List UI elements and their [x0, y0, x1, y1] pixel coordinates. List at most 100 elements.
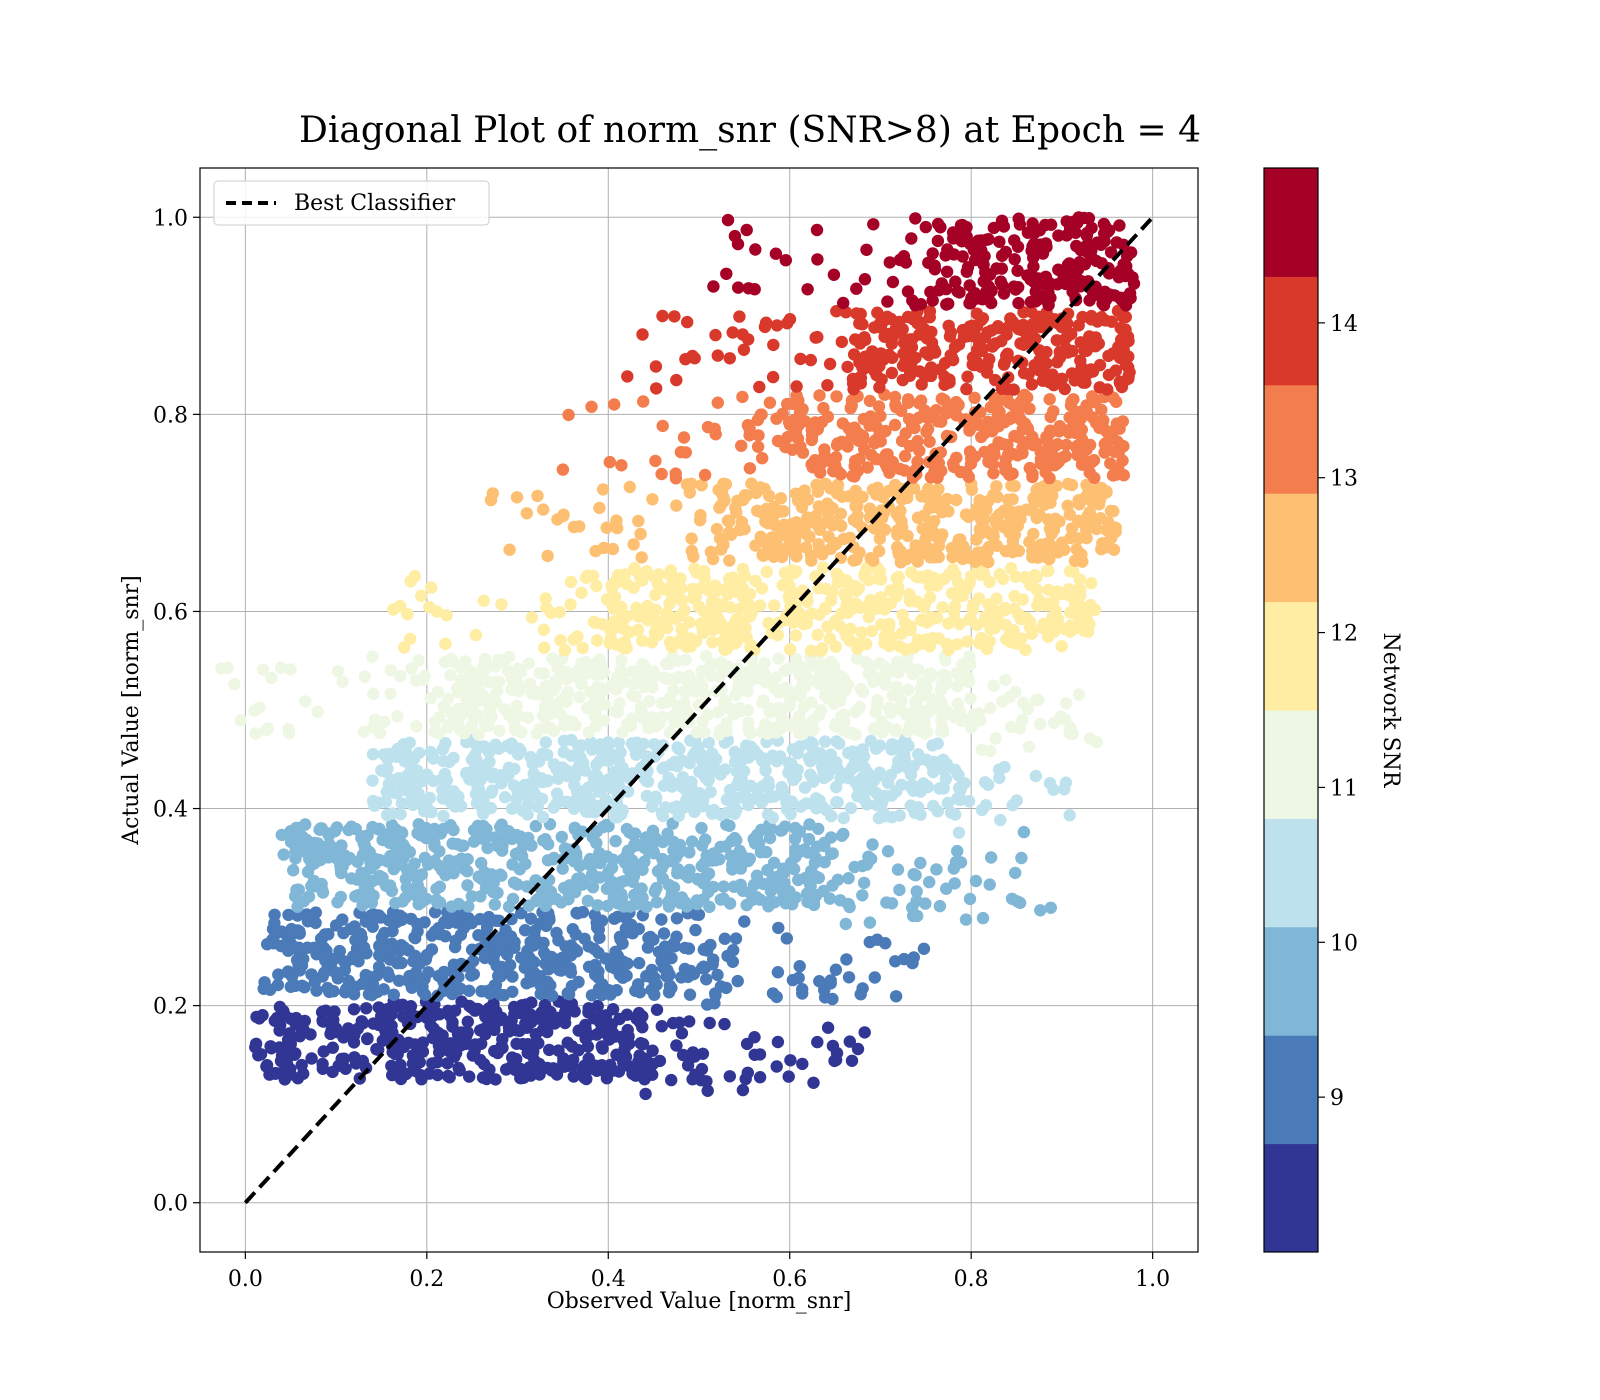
- scatter-point: [228, 678, 241, 691]
- scatter-point: [825, 675, 838, 688]
- scatter-point: [626, 665, 639, 678]
- scatter-point: [928, 763, 941, 776]
- scatter-point: [874, 435, 887, 448]
- scatter-point: [729, 501, 742, 514]
- scatter-point: [993, 235, 1006, 248]
- scatter-point: [331, 665, 345, 678]
- scatter-point: [438, 915, 451, 929]
- scatter-point: [763, 706, 776, 719]
- scatter-point: [877, 806, 890, 819]
- scatter-point: [823, 357, 837, 371]
- scatter-point: [839, 684, 852, 697]
- scatter-point: [727, 880, 741, 893]
- scatter-point: [249, 1037, 263, 1051]
- scatter-point: [921, 780, 935, 794]
- scatter-point: [1060, 229, 1073, 242]
- scatter-point: [479, 659, 492, 672]
- scatter-point: [1027, 260, 1040, 273]
- scatter-point: [461, 1015, 474, 1028]
- scatter-point: [1017, 825, 1031, 839]
- scatter-point: [871, 572, 884, 585]
- scatter-point: [983, 878, 996, 891]
- scatter-point: [505, 1014, 518, 1027]
- scatter-point: [438, 655, 452, 669]
- scatter-point: [718, 1017, 731, 1031]
- scatter-point: [1055, 345, 1069, 359]
- scatter-point: [605, 1018, 618, 1031]
- scatter-point: [535, 792, 549, 805]
- scatter-point: [506, 970, 519, 983]
- scatter-point: [865, 449, 878, 462]
- scatter-point: [867, 722, 881, 735]
- scatter-point: [630, 601, 643, 614]
- scatter-point: [536, 810, 550, 824]
- scatter-point: [698, 468, 712, 482]
- scatter-point: [646, 493, 659, 506]
- scatter-point: [706, 636, 719, 649]
- scatter-point: [661, 964, 674, 977]
- scatter-point: [890, 680, 903, 693]
- scatter-point: [252, 1049, 265, 1062]
- scatter-point: [490, 696, 503, 709]
- scatter-point: [793, 825, 806, 839]
- scatter-point: [347, 1003, 361, 1016]
- scatter-point: [436, 743, 450, 756]
- scatter-point: [941, 243, 954, 256]
- scatter-point: [1005, 411, 1018, 424]
- scatter-point: [855, 626, 868, 639]
- scatter-point: [772, 686, 786, 699]
- scatter-point: [1023, 616, 1037, 629]
- scatter-point: [796, 1057, 809, 1071]
- scatter-point: [907, 779, 920, 793]
- scatter-point: [536, 709, 550, 722]
- scatter-point: [864, 552, 877, 565]
- scatter-point: [721, 588, 734, 601]
- scatter-point: [1001, 351, 1014, 364]
- scatter-point: [963, 576, 976, 589]
- scatter-point: [753, 380, 766, 394]
- scatter-point: [881, 448, 894, 461]
- colorbar-label: Network SNR: [1378, 633, 1403, 789]
- scatter-point: [875, 618, 888, 631]
- scatter-point: [394, 599, 407, 613]
- scatter-point: [992, 517, 1006, 531]
- scatter-point: [973, 494, 986, 507]
- scatter-point: [291, 909, 304, 922]
- scatter-point: [753, 790, 766, 803]
- scatter-point: [466, 706, 479, 719]
- scatter-point: [818, 449, 831, 462]
- scatter-point: [336, 675, 349, 689]
- scatter-point: [1055, 372, 1069, 385]
- scatter-point: [1127, 277, 1141, 290]
- scatter-point: [338, 1052, 351, 1065]
- scatter-point: [402, 882, 415, 896]
- scatter-point: [1116, 454, 1129, 467]
- scatter-point: [1039, 619, 1053, 633]
- scatter-point: [619, 911, 632, 924]
- scatter-point: [610, 638, 623, 651]
- scatter-point: [881, 845, 895, 858]
- x-tick-label: 0.0: [228, 1267, 263, 1292]
- scatter-point: [290, 883, 303, 897]
- scatter-point: [515, 850, 529, 863]
- scatter-point: [606, 542, 620, 556]
- scatter-point: [388, 910, 401, 923]
- scatter-point: [965, 483, 979, 496]
- scatter-point: [600, 1072, 614, 1085]
- scatter-point: [545, 989, 559, 1002]
- scatter-point: [1113, 219, 1126, 232]
- scatter-point: [293, 925, 306, 938]
- scatter-point: [277, 848, 290, 861]
- scatter-point: [1027, 527, 1040, 541]
- scatter-point: [1083, 330, 1096, 343]
- scatter-point: [987, 221, 1001, 235]
- scatter-point: [703, 900, 716, 914]
- scatter-point: [585, 400, 598, 413]
- legend: Best Classifier: [213, 180, 490, 226]
- scatter-point: [395, 797, 409, 810]
- scatter-point: [1090, 522, 1103, 536]
- scatter-point: [704, 669, 717, 682]
- scatter-point: [1042, 564, 1055, 577]
- scatter-point: [848, 860, 861, 874]
- scatter-point: [358, 670, 371, 683]
